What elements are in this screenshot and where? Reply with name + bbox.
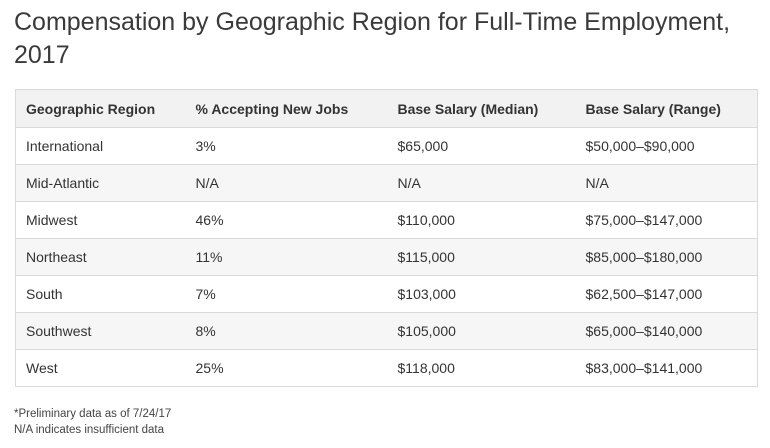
cell-accepting: 25% <box>185 349 388 387</box>
cell-range: $85,000–$180,000 <box>575 238 758 276</box>
cell-region: Northeast <box>15 238 186 276</box>
cell-accepting: 8% <box>185 312 388 350</box>
table-row: Southwest 8% $105,000 $65,000–$140,000 <box>15 312 758 350</box>
table-row: Midwest 46% $110,000 $75,000–$147,000 <box>15 201 758 239</box>
header-accepting-new-jobs: % Accepting New Jobs <box>185 89 388 128</box>
cell-range: $50,000–$90,000 <box>575 127 758 165</box>
page-title: Compensation by Geographic Region for Fu… <box>14 8 731 69</box>
header-base-salary-median: Base Salary (Median) <box>387 89 576 128</box>
cell-median: $105,000 <box>387 312 576 350</box>
footnote-preliminary: *Preliminary data as of 7/24/17 <box>14 408 172 420</box>
cell-range: $83,000–$141,000 <box>575 349 758 387</box>
table-row: Northeast 11% $115,000 $85,000–$180,000 <box>15 238 758 276</box>
cell-range: $62,500–$147,000 <box>575 275 758 313</box>
cell-median: $65,000 <box>387 127 576 165</box>
compensation-table-container: Geographic Region % Accepting New Jobs B… <box>15 89 758 387</box>
cell-median: $103,000 <box>387 275 576 313</box>
cell-range: N/A <box>575 164 758 202</box>
cell-accepting: 3% <box>185 127 388 165</box>
table-row: Mid-Atlantic N/A N/A N/A <box>15 164 758 202</box>
cell-region: West <box>15 349 186 387</box>
compensation-table: Geographic Region % Accepting New Jobs B… <box>15 89 758 387</box>
table-row: International 3% $65,000 $50,000–$90,000 <box>15 127 758 165</box>
table-row: West 25% $118,000 $83,000–$141,000 <box>15 349 758 387</box>
cell-region: Mid-Atlantic <box>15 164 186 202</box>
cell-median: $110,000 <box>387 201 576 239</box>
footnote-na: N/A indicates insufficient data <box>14 424 165 436</box>
cell-range: $75,000–$147,000 <box>575 201 758 239</box>
cell-accepting: N/A <box>185 164 388 202</box>
cell-region: South <box>15 275 186 313</box>
footnotes: *Preliminary data as of 7/24/17 N/A indi… <box>14 406 171 438</box>
cell-accepting: 46% <box>185 201 388 239</box>
cell-accepting: 7% <box>185 275 388 313</box>
header-base-salary-range: Base Salary (Range) <box>575 89 758 128</box>
table-header-row: Geographic Region % Accepting New Jobs B… <box>15 89 758 128</box>
cell-region: Midwest <box>15 201 186 239</box>
table-row: South 7% $103,000 $62,500–$147,000 <box>15 275 758 313</box>
cell-region: International <box>15 127 186 165</box>
cell-range: $65,000–$140,000 <box>575 312 758 350</box>
cell-median: N/A <box>387 164 576 202</box>
cell-accepting: 11% <box>185 238 388 276</box>
cell-median: $118,000 <box>387 349 576 387</box>
cell-median: $115,000 <box>387 238 576 276</box>
cell-region: Southwest <box>15 312 186 350</box>
header-geographic-region: Geographic Region <box>15 89 186 128</box>
